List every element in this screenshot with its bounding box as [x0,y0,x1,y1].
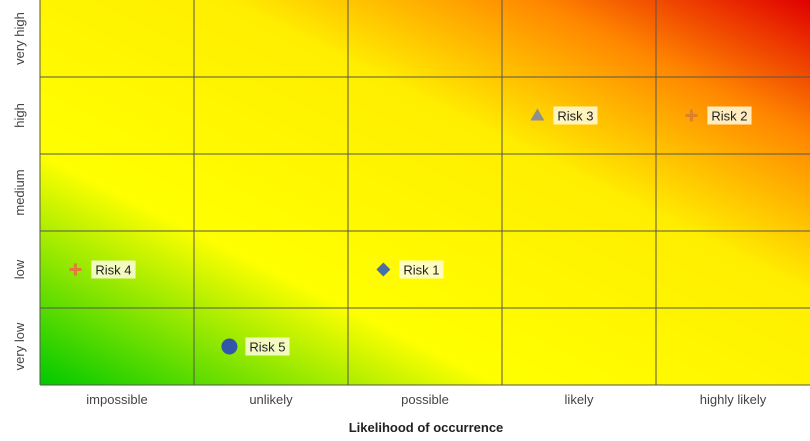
x-tick-label: highly likely [700,392,767,407]
y-tick-label: high [12,103,27,128]
y-tick-label: low [12,259,27,279]
risk-points: Risk 1 Risk 2 Risk 3 Risk 4 Risk 5 [69,106,752,356]
risk-point: Risk 2 [685,106,752,125]
risk-label-background [399,260,444,279]
y-tick-label: medium [12,169,27,215]
risk-label-background [91,260,136,279]
risk-label: Risk 5 [249,340,285,355]
risk-point: Risk 5 [221,337,290,356]
risk-marker [530,108,545,121]
risk-marker [685,109,698,122]
risk-label: Risk 2 [711,109,747,124]
heatmap-background [40,0,810,385]
x-tick-labels: impossible unlikely possible likely highly l… [86,392,766,407]
risk-point: Risk 3 [530,106,598,125]
x-tick-label: likely [565,392,594,407]
x-axis-title: Likelihood of occurrence [349,420,504,435]
risk-label: Risk 1 [403,263,439,278]
y-tick-label: very low [12,322,27,370]
risk-marker [376,262,391,277]
x-tick-label: unlikely [249,392,293,407]
risk-point: Risk 4 [69,260,136,279]
risk-label-background [245,337,290,356]
risk-label-background [707,106,752,125]
risk-marker [69,263,82,276]
risk-marker [221,338,238,355]
y-tick-label: very high [12,12,27,65]
x-tick-label: possible [401,392,449,407]
risk-label: Risk 4 [95,263,131,278]
y-tick-labels: very low low medium high very high [12,12,27,370]
risk-label-background [553,106,598,125]
risk-point: Risk 1 [376,260,444,279]
x-tick-label: impossible [86,392,147,407]
risk-label: Risk 3 [557,109,593,124]
